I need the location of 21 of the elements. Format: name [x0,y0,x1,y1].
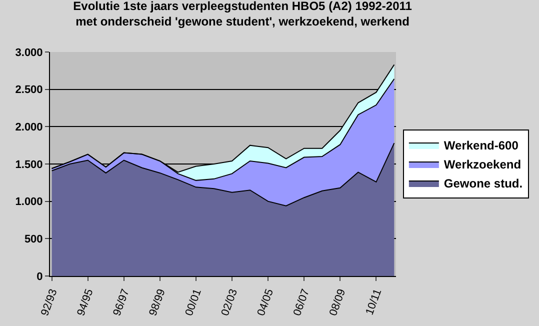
x-tick-label: 92/93 [39,288,60,318]
y-tick-label: 500 [24,234,43,246]
legend-label: Gewone stud. [444,176,523,191]
y-tick-label: 3.000 [15,46,43,59]
x-tick-label: 94/95 [75,288,96,318]
x-tick-label: 10/11 [364,288,384,317]
x-tick-label: 08/09 [327,288,348,318]
y-tick-label: 1.000 [15,196,43,208]
x-tick-label: 00/01 [183,288,204,318]
legend-label: Werkend-600 [444,138,519,153]
x-tick-label: 96/97 [111,288,132,318]
y-tick-label: 1.500 [15,158,43,171]
y-tick-label: 2.500 [15,84,43,96]
x-tick-label: 04/05 [255,288,276,318]
x-tick-label: 98/99 [147,288,168,318]
y-tick-label: 0 [36,270,43,283]
chart-title: Evolutie 1ste jaars verpleegstudenten HBO5 (A2) 1992-2011 met onderscheid 'gewone student', werkzoekend, werkend [73,0,412,28]
legend-label: Werkzoekend [444,158,522,172]
y-tick-label: 2.000 [15,122,43,134]
x-tick-label: 02/03 [219,288,240,318]
x-tick-label: 06/07 [291,288,312,318]
